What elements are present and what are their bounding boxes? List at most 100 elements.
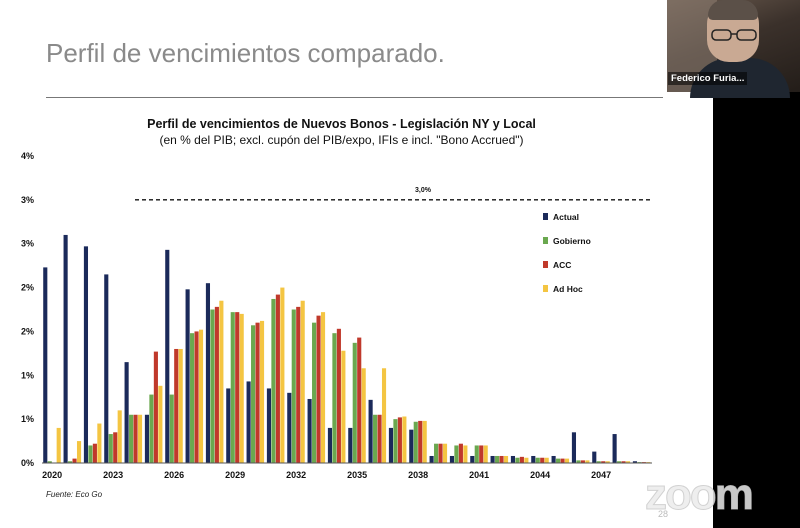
y-tick-label: 2% bbox=[21, 326, 34, 336]
bar-gobierno bbox=[271, 298, 276, 463]
bar-acc bbox=[377, 414, 382, 463]
bar-actual bbox=[429, 455, 434, 463]
bar-adhoc bbox=[198, 329, 204, 463]
bar-acc bbox=[92, 443, 97, 463]
bar-adhoc bbox=[585, 460, 590, 463]
bar-acc bbox=[153, 351, 158, 463]
bar-acc bbox=[235, 312, 240, 463]
title-divider bbox=[46, 97, 663, 98]
bar-adhoc bbox=[463, 445, 468, 463]
bar-gobierno bbox=[454, 445, 459, 463]
bar-adhoc bbox=[239, 313, 244, 463]
bar-acc bbox=[479, 445, 484, 463]
bar-gobierno bbox=[535, 457, 540, 463]
bar-acc bbox=[357, 337, 362, 463]
bar-gobierno bbox=[108, 434, 113, 463]
bar-acc bbox=[458, 443, 463, 463]
bar-acc bbox=[174, 348, 179, 463]
bar-adhoc bbox=[178, 348, 183, 463]
zoom-watermark: zoom bbox=[645, 470, 755, 520]
x-tick-label: 2044 bbox=[530, 470, 550, 480]
bar-gobierno bbox=[596, 461, 601, 463]
bar-actual bbox=[531, 455, 536, 463]
bar-actual bbox=[388, 427, 394, 463]
chart-subtitle: (en % del PIB; excl. cupón del PIB/expo,… bbox=[159, 133, 524, 147]
bar-gobierno bbox=[617, 461, 622, 463]
bar-adhoc bbox=[442, 443, 448, 463]
y-tick-label: 3% bbox=[21, 195, 34, 205]
bar-acc bbox=[580, 460, 585, 463]
bar-gobierno bbox=[68, 461, 73, 463]
bar-acc bbox=[519, 456, 524, 463]
bar-actual bbox=[266, 388, 272, 463]
bar-acc bbox=[540, 457, 545, 463]
legend-swatch-actual bbox=[543, 213, 548, 220]
bar-gobierno bbox=[495, 455, 500, 463]
bar-adhoc bbox=[259, 320, 265, 463]
x-tick-label: 2023 bbox=[103, 470, 123, 480]
legend-label-acc: ACC bbox=[553, 260, 571, 270]
bar-adhoc bbox=[219, 300, 224, 463]
bar-adhoc bbox=[300, 300, 305, 463]
legend-label-actual: Actual bbox=[553, 212, 579, 222]
participant-hair bbox=[708, 0, 758, 20]
legend-swatch-acc bbox=[543, 261, 548, 268]
slide-title: Perfil de vencimientos comparado. bbox=[46, 38, 445, 68]
bar-actual bbox=[470, 455, 475, 463]
bar-adhoc bbox=[117, 410, 122, 463]
y-tick-label: 2% bbox=[21, 283, 34, 293]
bar-actual bbox=[165, 249, 170, 463]
legend-swatch-adhoc bbox=[543, 285, 548, 292]
bar-adhoc bbox=[56, 427, 61, 463]
bar-gobierno bbox=[515, 457, 520, 463]
y-tick-label: 1% bbox=[21, 414, 34, 424]
bar-actual bbox=[490, 455, 495, 463]
bar-actual bbox=[327, 427, 333, 463]
participant-name-label: Federico Furia... bbox=[668, 72, 748, 85]
bar-adhoc bbox=[503, 455, 509, 463]
bar-adhoc bbox=[544, 457, 549, 463]
bar-adhoc bbox=[97, 423, 102, 463]
legend-swatch-gobierno bbox=[543, 237, 548, 244]
bar-adhoc bbox=[76, 441, 82, 463]
bar-adhoc bbox=[158, 385, 163, 463]
x-tick-label: 2029 bbox=[225, 470, 245, 480]
bar-actual bbox=[226, 388, 231, 463]
legend-label-gobierno: Gobierno bbox=[553, 236, 591, 246]
bar-acc bbox=[560, 458, 565, 463]
bar-actual bbox=[205, 283, 211, 463]
glasses-icon bbox=[711, 29, 757, 41]
x-tick-label: 2041 bbox=[469, 470, 489, 480]
bar-actual bbox=[632, 461, 638, 463]
bar-actual bbox=[83, 246, 89, 463]
chart-title: Perfil de vencimientos de Nuevos Bonos -… bbox=[147, 117, 536, 131]
bar-actual bbox=[449, 455, 455, 463]
bar-gobierno bbox=[556, 458, 561, 463]
bar-acc bbox=[194, 331, 199, 463]
x-tick-label: 2032 bbox=[286, 470, 306, 480]
bar-gobierno bbox=[434, 443, 439, 463]
bar-gobierno bbox=[576, 460, 581, 463]
bar-actual bbox=[246, 381, 251, 463]
reference-line-label: 3,0% bbox=[415, 187, 432, 194]
bar-actual bbox=[43, 267, 48, 463]
bar-actual bbox=[124, 362, 129, 463]
x-tick-label: 2020 bbox=[42, 470, 62, 480]
bar-acc bbox=[72, 458, 77, 463]
bar-gobierno bbox=[169, 394, 174, 463]
bar-gobierno bbox=[332, 333, 337, 463]
bar-gobierno bbox=[47, 461, 52, 463]
bar-acc bbox=[275, 294, 280, 463]
y-tick-label: 3% bbox=[21, 239, 34, 249]
y-tick-label: 1% bbox=[21, 370, 34, 380]
bar-gobierno bbox=[291, 309, 296, 463]
bar-actual bbox=[104, 274, 109, 463]
bar-adhoc bbox=[483, 445, 488, 463]
bar-actual bbox=[63, 234, 68, 463]
bar-acc bbox=[397, 417, 402, 463]
bar-acc bbox=[133, 414, 138, 463]
bar-gobierno bbox=[210, 309, 215, 463]
bar-actual bbox=[144, 414, 150, 463]
bar-acc bbox=[418, 420, 423, 463]
bar-adhoc bbox=[381, 368, 387, 463]
